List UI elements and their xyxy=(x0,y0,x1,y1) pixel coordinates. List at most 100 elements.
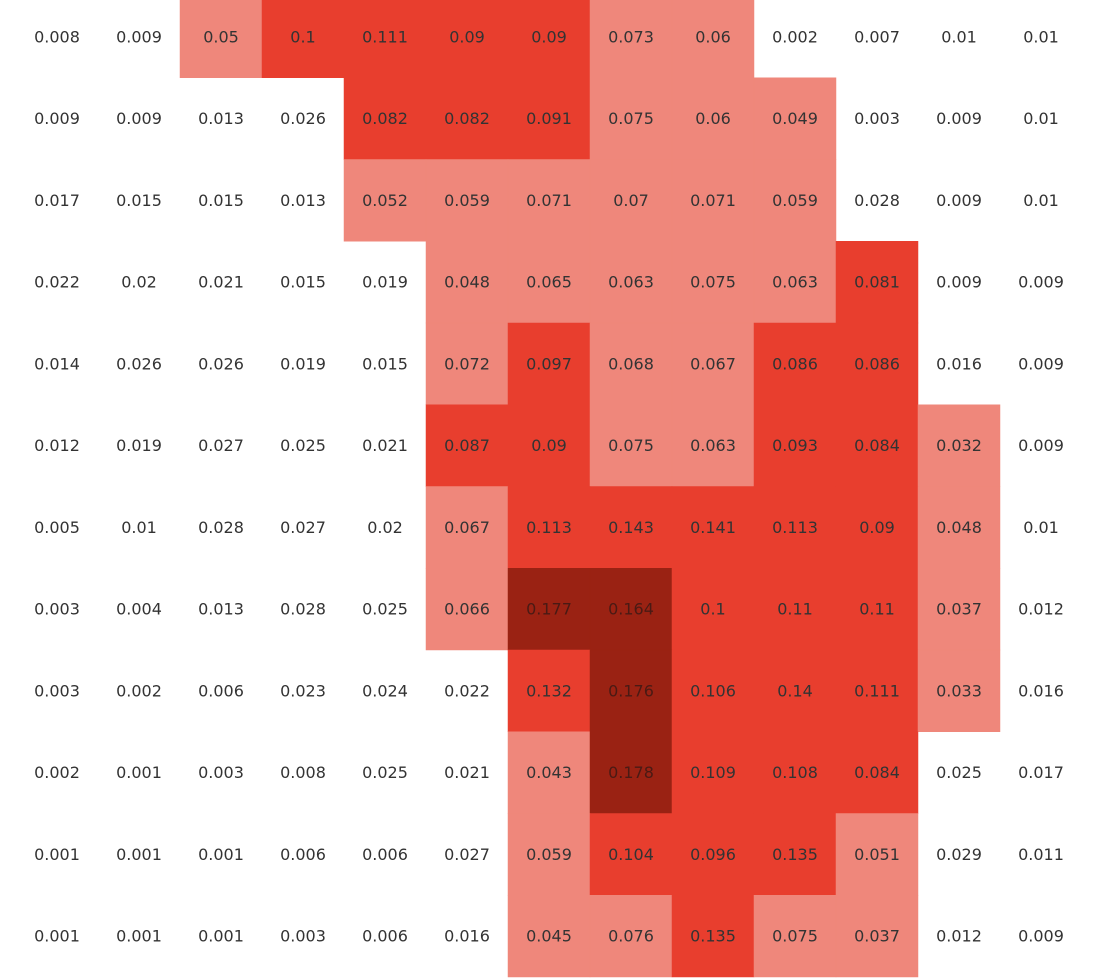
cell-value-label: 0.037 xyxy=(854,927,900,946)
cell-value-label: 0.009 xyxy=(936,191,982,210)
heatmap-cell xyxy=(671,568,755,651)
cell-value-label: 0.027 xyxy=(198,436,244,455)
cell-value-label: 0.059 xyxy=(772,191,818,210)
cell-value-label: 0.075 xyxy=(772,927,818,946)
cell-value-label: 0.132 xyxy=(526,681,572,700)
heatmap-cell xyxy=(671,159,755,242)
heatmap-cell xyxy=(589,241,673,324)
heatmap-cell xyxy=(671,813,755,896)
heatmap-cell xyxy=(753,241,837,324)
cell-value-label: 0.003 xyxy=(34,600,80,619)
cell-value-label: 0.073 xyxy=(608,27,654,46)
cell-value-label: 0.059 xyxy=(526,845,572,864)
heatmap-cell xyxy=(343,159,427,242)
cell-value-label: 0.1 xyxy=(290,27,315,46)
cell-value-label: 0.086 xyxy=(772,354,818,373)
heatmap-cell xyxy=(917,568,1001,651)
cell-value-label: 0.108 xyxy=(772,763,818,782)
heatmap-cell xyxy=(507,0,591,78)
heatmap-cell xyxy=(671,77,755,160)
heatmap-cell xyxy=(507,895,591,978)
cell-value-label: 0.052 xyxy=(362,191,408,210)
cell-value-label: 0.043 xyxy=(526,763,572,782)
heatmap-labels: 0.008 0.009 0.05 0.1 0.111 0.09 0.09 0.073 0.06 0… xyxy=(34,27,1064,945)
heatmap-cell xyxy=(917,649,1001,732)
cell-value-label: 0.014 xyxy=(34,354,80,373)
cell-value-label: 0.001 xyxy=(198,845,244,864)
cell-value-label: 0.003 xyxy=(854,109,900,128)
heatmap-cell xyxy=(671,241,755,324)
heatmap-cell xyxy=(507,813,591,896)
cell-value-label: 0.016 xyxy=(1018,681,1064,700)
cell-value-label: 0.027 xyxy=(444,845,490,864)
cell-value-label: 0.013 xyxy=(198,109,244,128)
heatmap-cell xyxy=(425,77,509,160)
cell-value-label: 0.176 xyxy=(608,681,654,700)
cell-value-label: 0.029 xyxy=(936,845,982,864)
heatmap-cell xyxy=(589,77,673,160)
heatmap-cell xyxy=(917,404,1001,487)
heatmap-cell xyxy=(835,568,919,651)
cell-value-label: 0.021 xyxy=(444,763,490,782)
cell-value-label: 0.019 xyxy=(116,436,162,455)
heatmap-cell xyxy=(425,159,509,242)
cell-value-label: 0.009 xyxy=(1018,354,1064,373)
cell-value-label: 0.11 xyxy=(777,600,813,619)
cell-value-label: 0.015 xyxy=(198,191,244,210)
heatmap-cell xyxy=(835,649,919,732)
cell-value-label: 0.026 xyxy=(116,354,162,373)
cell-value-label: 0.026 xyxy=(280,109,326,128)
cell-value-label: 0.071 xyxy=(690,191,736,210)
cell-value-label: 0.008 xyxy=(280,763,326,782)
cell-value-label: 0.028 xyxy=(280,600,326,619)
cell-value-label: 0.006 xyxy=(198,681,244,700)
cell-value-label: 0.065 xyxy=(526,273,572,292)
cell-value-label: 0.022 xyxy=(444,681,490,700)
cell-value-label: 0.086 xyxy=(854,354,900,373)
cell-value-label: 0.09 xyxy=(531,27,567,46)
cell-value-label: 0.097 xyxy=(526,354,572,373)
cell-value-label: 0.01 xyxy=(941,27,977,46)
heatmap-cell xyxy=(425,322,509,405)
cell-value-label: 0.025 xyxy=(936,763,982,782)
heatmap-cell xyxy=(835,322,919,405)
cell-value-label: 0.009 xyxy=(1018,927,1064,946)
cell-value-label: 0.026 xyxy=(198,354,244,373)
cell-value-label: 0.002 xyxy=(34,763,80,782)
cell-value-label: 0.063 xyxy=(608,273,654,292)
heatmap-cell xyxy=(671,0,755,78)
cell-value-label: 0.1 xyxy=(700,600,725,619)
cell-value-label: 0.177 xyxy=(526,600,572,619)
cell-value-label: 0.066 xyxy=(444,600,490,619)
heatmap-cell xyxy=(179,0,263,78)
cell-value-label: 0.063 xyxy=(690,436,736,455)
cell-value-label: 0.075 xyxy=(690,273,736,292)
cell-value-label: 0.003 xyxy=(198,763,244,782)
heatmap-cell xyxy=(753,895,837,978)
cell-value-label: 0.015 xyxy=(280,273,326,292)
cell-value-label: 0.135 xyxy=(772,845,818,864)
cell-value-label: 0.001 xyxy=(34,927,80,946)
cell-value-label: 0.14 xyxy=(777,681,813,700)
cell-value-label: 0.001 xyxy=(116,845,162,864)
cell-value-label: 0.009 xyxy=(116,109,162,128)
heatmap-cells xyxy=(179,0,1001,978)
cell-value-label: 0.106 xyxy=(690,681,736,700)
heatmap-cell xyxy=(835,404,919,487)
cell-value-label: 0.019 xyxy=(362,273,408,292)
cell-value-label: 0.005 xyxy=(34,518,80,537)
cell-value-label: 0.033 xyxy=(936,681,982,700)
cell-value-label: 0.02 xyxy=(121,273,157,292)
cell-value-label: 0.076 xyxy=(608,927,654,946)
cell-value-label: 0.075 xyxy=(608,436,654,455)
heatmap-cell xyxy=(425,0,509,78)
heatmap-cell xyxy=(589,159,673,242)
heatmap-cell xyxy=(343,0,427,78)
heatmap-cell xyxy=(425,568,509,651)
cell-value-label: 0.087 xyxy=(444,436,490,455)
cell-value-label: 0.06 xyxy=(695,27,731,46)
cell-value-label: 0.015 xyxy=(362,354,408,373)
heatmap-cell xyxy=(589,895,673,978)
cell-value-label: 0.01 xyxy=(1023,191,1059,210)
cell-value-label: 0.082 xyxy=(444,109,490,128)
